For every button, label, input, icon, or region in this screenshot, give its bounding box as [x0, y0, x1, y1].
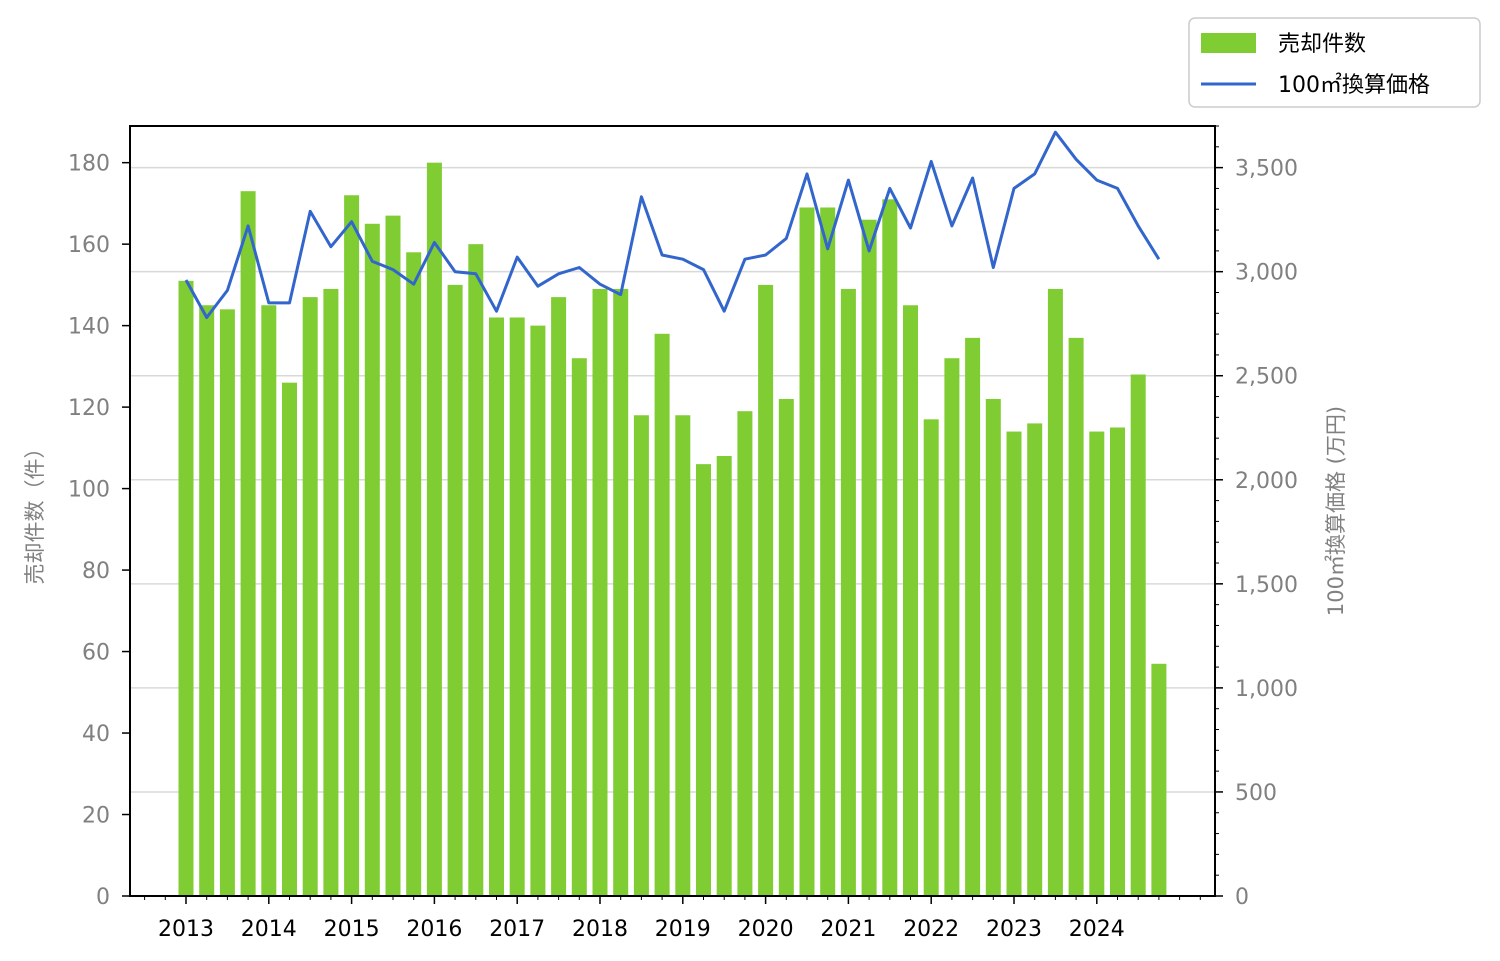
price-line	[184, 130, 1161, 319]
bar	[551, 297, 567, 897]
right-tick-label: 3,000	[1235, 261, 1298, 286]
bar	[468, 244, 484, 897]
left-tick-label: 40	[82, 722, 110, 747]
bar	[592, 288, 608, 896]
bar	[613, 288, 629, 896]
bar	[882, 199, 898, 897]
right-tick-label: 1,000	[1235, 677, 1298, 702]
right-y-axis: 0 500 1,000 1,500 2,000 2,500 3,000 3,500	[1215, 125, 1298, 910]
x-axis: 2013 2014 2015 2016 2017 2018 2019 2020 2021 2022…	[144, 896, 1201, 942]
bar	[240, 191, 256, 896]
bar	[737, 411, 753, 896]
bar	[323, 288, 339, 896]
bar	[1006, 431, 1022, 896]
x-tick-label: 2024	[1069, 917, 1125, 942]
bar	[199, 305, 215, 896]
bar	[1068, 337, 1084, 897]
x-tick-label: 2016	[406, 917, 462, 942]
left-tick-label: 140	[68, 315, 110, 340]
bar	[406, 252, 422, 897]
x-tick-label: 2013	[158, 917, 214, 942]
bar	[261, 305, 277, 896]
bar	[571, 358, 587, 896]
bar	[1047, 288, 1063, 896]
bar-series	[178, 162, 1167, 897]
bar	[302, 297, 318, 897]
bar	[799, 207, 815, 897]
left-y-axis: 0 20 40 60 80 100 120 140 160 180	[68, 152, 130, 910]
bar	[1151, 663, 1167, 896]
bar	[965, 337, 981, 897]
bar	[178, 280, 194, 896]
bar	[447, 284, 463, 896]
legend-bar-swatch	[1201, 33, 1256, 53]
bar	[1027, 423, 1043, 896]
left-tick-label: 80	[82, 559, 110, 584]
right-tick-label: 500	[1235, 781, 1277, 806]
legend: 売却件数 100㎡換算価格	[1188, 17, 1481, 108]
bar	[282, 382, 297, 897]
bar	[1130, 374, 1146, 896]
left-tick-label: 60	[82, 641, 110, 666]
plot-frame	[129, 125, 1216, 897]
bar	[675, 415, 691, 896]
x-tick-label: 2019	[655, 917, 711, 942]
legend-line-label: 100㎡換算価格	[1278, 72, 1430, 98]
bar	[489, 317, 504, 897]
x-tick-label: 2022	[903, 917, 959, 942]
bar	[1110, 427, 1125, 896]
bar	[923, 419, 939, 896]
bar	[219, 309, 235, 896]
bar	[633, 415, 649, 896]
bar	[696, 464, 711, 896]
x-tick-label: 2015	[324, 917, 380, 942]
left-tick-label: 120	[68, 396, 110, 421]
left-axis-title: 売却件数（件）	[23, 438, 47, 585]
left-tick-label: 180	[68, 152, 110, 177]
bar	[840, 288, 856, 896]
x-tick-label: 2018	[572, 917, 628, 942]
bar	[344, 195, 360, 896]
x-tick-label: 2023	[986, 917, 1042, 942]
bar	[1089, 431, 1105, 896]
left-tick-label: 20	[82, 804, 110, 829]
right-axis-title: 100㎡換算価格 (万円)	[1324, 406, 1348, 616]
bar	[944, 358, 960, 896]
right-tick-label: 3,500	[1235, 157, 1298, 182]
bar	[654, 333, 670, 896]
bar	[385, 215, 401, 896]
bar	[820, 207, 836, 897]
bar	[530, 325, 546, 896]
bar	[903, 305, 918, 896]
bar	[509, 317, 525, 897]
left-tick-label: 100	[68, 478, 110, 503]
x-tick-label: 2020	[738, 917, 794, 942]
right-tick-label: 2,000	[1235, 469, 1298, 494]
left-tick-label: 160	[68, 233, 110, 258]
right-tick-label: 1,500	[1235, 573, 1298, 598]
left-tick-label: 0	[96, 885, 110, 910]
right-tick-label: 0	[1235, 885, 1249, 910]
bar	[364, 223, 380, 896]
bar	[861, 219, 877, 896]
bar	[985, 398, 1001, 896]
x-tick-label: 2021	[820, 917, 876, 942]
bar	[426, 162, 442, 896]
bar	[716, 456, 732, 896]
x-tick-label: 2014	[241, 917, 297, 942]
bar	[778, 398, 794, 896]
legend-box	[1188, 17, 1481, 108]
legend-bar-label: 売却件数	[1278, 32, 1366, 57]
bar	[758, 284, 774, 896]
right-tick-label: 2,500	[1235, 365, 1298, 390]
x-tick-label: 2017	[489, 917, 545, 942]
